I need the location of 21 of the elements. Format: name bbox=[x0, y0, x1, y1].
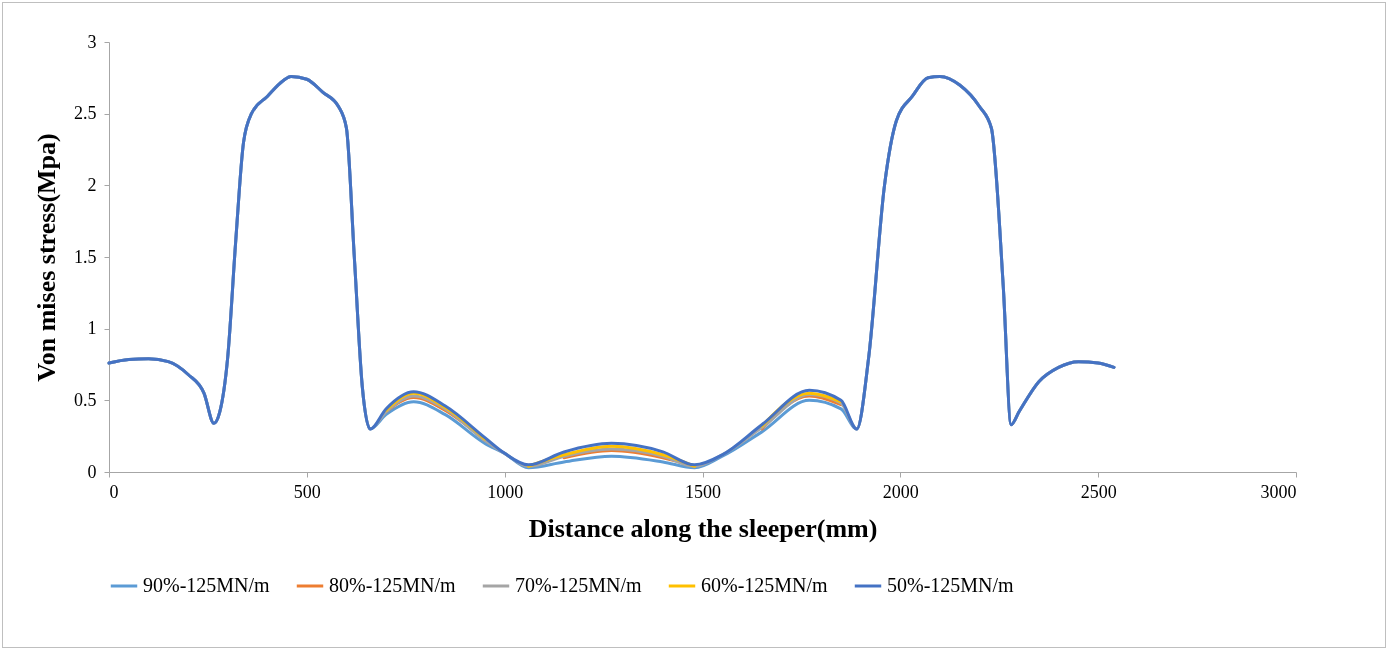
legend-label: 90%-125MN/m bbox=[143, 574, 271, 596]
y-tick-label: 2 bbox=[87, 174, 97, 195]
y-tick-label: 0.5 bbox=[74, 389, 97, 410]
x-axis-title: Distance along the sleeper(mm) bbox=[528, 513, 878, 543]
x-tick-label: 3000 bbox=[1260, 481, 1297, 502]
legend-label: 50%-125MN/m bbox=[887, 574, 1015, 596]
y-tick-label: 1 bbox=[87, 318, 97, 339]
y-axis-title: Von mises stress(Mpa) bbox=[32, 133, 61, 382]
legend-label: 60%-125MN/m bbox=[701, 574, 829, 596]
y-tick-label: 3 bbox=[87, 31, 97, 52]
x-tick-label: 2500 bbox=[1080, 481, 1117, 502]
x-tick-label: 500 bbox=[293, 481, 321, 502]
x-tick-label: 0 bbox=[109, 481, 119, 502]
y-tick-label: 2.5 bbox=[74, 103, 97, 124]
x-tick-label: 1500 bbox=[685, 481, 721, 502]
x-tick-label: 1000 bbox=[487, 481, 524, 502]
y-tick-label: 0 bbox=[87, 461, 97, 482]
x-tick-label: 2000 bbox=[882, 481, 919, 502]
y-tick-label: 1.5 bbox=[74, 246, 97, 267]
legend-label: 80%-125MN/m bbox=[329, 574, 457, 596]
legend-label: 70%-125MN/m bbox=[515, 574, 643, 596]
